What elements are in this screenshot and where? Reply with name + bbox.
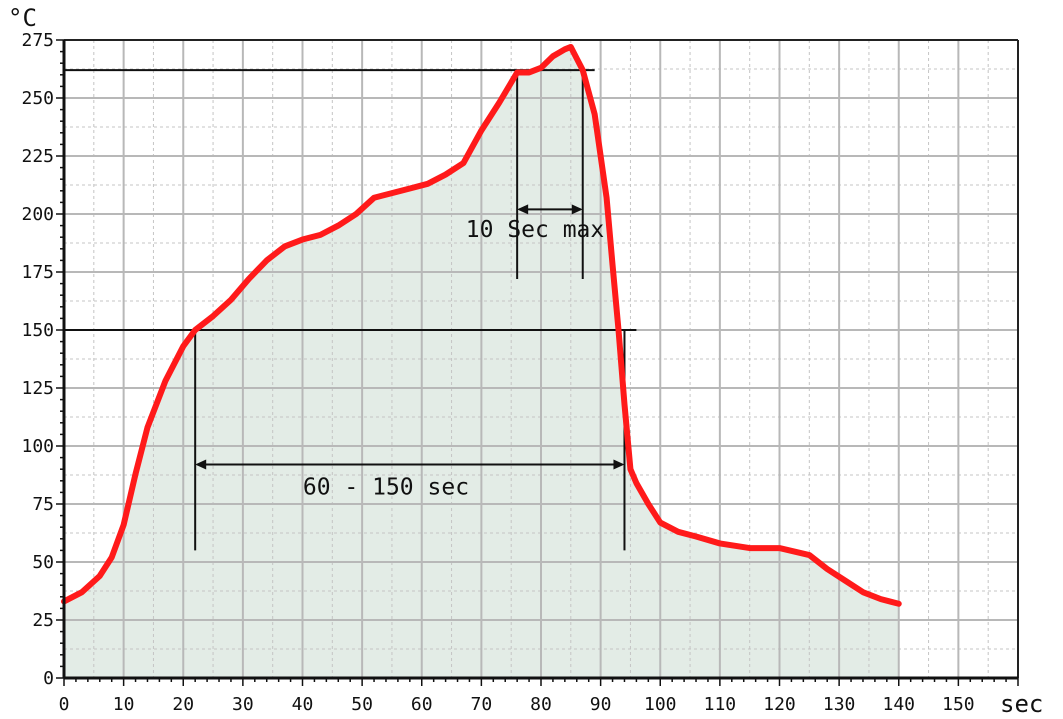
y-tick-label: 25 [32,610,54,631]
x-axis-unit-label: sec [1000,690,1043,718]
y-tick-label: 150 [21,320,54,341]
annotation-label: 60 - 150 sec [303,475,469,501]
x-tick-label: 140 [882,694,915,715]
x-tick-label: 110 [704,694,737,715]
reference-lines [64,69,637,551]
y-tick-label: 0 [43,668,54,689]
y-tick-label: 250 [21,88,54,109]
y-tick-label: 125 [21,378,54,399]
y-tick-label: 225 [21,146,54,167]
annotation-arrowhead-right [613,459,625,470]
x-tick-label: 10 [113,694,135,715]
x-tick-label: 100 [644,694,677,715]
y-axis-unit-label: °C [8,4,37,32]
x-tick-label: 40 [292,694,314,715]
x-tick-label: 130 [823,694,856,715]
annotation-arrowhead-left [195,459,207,470]
y-tick-label: 200 [21,204,54,225]
x-tick-label: 80 [530,694,552,715]
annotation-arrowhead-right [571,204,583,215]
x-tick-labels: 0 10 20 30 40 50 60 70 80 90 100 110 120 130 140 150 [59,694,975,715]
x-tick-label: 20 [172,694,194,715]
series-layer [61,43,902,607]
annotation-arrowhead-left [517,204,529,215]
y-tick-label: 175 [21,262,54,283]
y-tick-labels: 0 25 50 75 100 125 150 175 200 225 250 275 [21,30,54,689]
x-tick-label: 30 [232,694,254,715]
y-tick-label: 275 [21,30,54,51]
annotation-label: 10 Sec max [466,217,604,243]
x-tick-label: 120 [763,694,796,715]
x-tick-label: 70 [471,694,493,715]
temperature-profile-line [61,43,902,607]
x-tick-label: 50 [351,694,373,715]
x-tick-label: 0 [59,694,70,715]
x-tick-label: 90 [590,694,612,715]
x-tick-label: 150 [942,694,975,715]
x-tick-label: 60 [411,694,433,715]
y-tick-label: 50 [32,552,54,573]
y-tick-label: 75 [32,494,54,515]
annotations: 10 Sec max 60 - 150 sec [195,204,625,501]
y-tick-label: 100 [21,436,54,457]
axes [56,39,1019,686]
